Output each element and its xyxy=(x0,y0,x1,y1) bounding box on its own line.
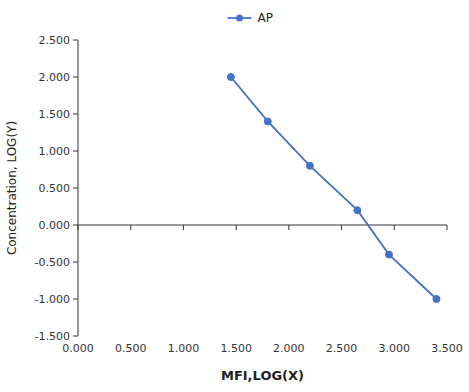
y-tick xyxy=(73,336,78,337)
y-tick-label: -0.500 xyxy=(35,256,70,269)
x-axis-line xyxy=(78,225,447,226)
y-tick xyxy=(73,77,78,78)
y-tick-label: -1.000 xyxy=(35,293,70,306)
chart: 0.000 0.500 1.000 1.500 2.000 2.500 3.000 3.500… xyxy=(0,0,469,392)
y-tick xyxy=(73,40,78,41)
series-marker xyxy=(433,296,440,303)
y-tick-label: 0.500 xyxy=(39,182,71,195)
y-tick xyxy=(73,188,78,189)
series-marker xyxy=(264,118,271,125)
y-tick xyxy=(73,151,78,152)
series-line xyxy=(231,77,437,299)
x-tick-label: 0.000 xyxy=(62,342,94,355)
legend-label: AP xyxy=(258,11,273,25)
x-tick-label: 1.500 xyxy=(220,342,252,355)
series-marker xyxy=(306,162,313,169)
x-tick xyxy=(288,225,289,230)
series-marker xyxy=(227,74,234,81)
y-tick xyxy=(73,299,78,300)
y-tick-label: 2.000 xyxy=(39,71,71,84)
x-tick-label: 1.000 xyxy=(168,342,200,355)
x-tick xyxy=(130,225,131,230)
axes: 0.000 0.500 1.000 1.500 2.000 2.500 3.000 3.500… xyxy=(35,34,463,355)
y-tick-label: 2.500 xyxy=(39,34,71,47)
x-tick-label: 2.000 xyxy=(273,342,305,355)
y-tick-label: -1.500 xyxy=(35,330,70,343)
y-tick-label: 1.500 xyxy=(39,108,71,121)
x-tick-label: 3.500 xyxy=(431,342,463,355)
legend: AP xyxy=(228,11,273,25)
x-tick xyxy=(341,225,342,230)
y-tick xyxy=(73,114,78,115)
y-tick-label: 0.000 xyxy=(39,219,71,232)
series-marker xyxy=(386,251,393,258)
y-tick xyxy=(73,262,78,263)
x-tick-label: 2.500 xyxy=(326,342,358,355)
x-tick xyxy=(78,225,79,230)
legend-marker xyxy=(236,15,243,22)
series-marker xyxy=(354,207,361,214)
x-tick-label: 0.500 xyxy=(115,342,147,355)
plot-area xyxy=(227,74,440,303)
x-tick xyxy=(183,225,184,230)
y-tick-label: 1.000 xyxy=(39,145,71,158)
x-axis-label: MFI,LOG(X) xyxy=(221,368,304,383)
x-tick xyxy=(447,225,448,230)
x-tick-label: 3.000 xyxy=(379,342,411,355)
x-tick xyxy=(236,225,237,230)
y-tick xyxy=(73,225,78,226)
x-tick xyxy=(394,225,395,230)
y-axis-label: Concentration, LOG(Y) xyxy=(5,121,19,255)
